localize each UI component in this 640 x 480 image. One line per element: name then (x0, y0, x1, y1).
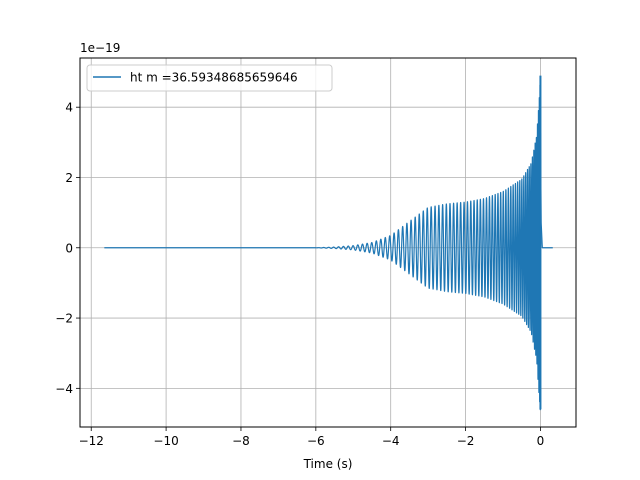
y-axis-ticks: −4 −2 0 2 4 (55, 101, 80, 396)
legend-entry-label: ht m =36.59348685659646 (130, 71, 298, 85)
legend-box (86, 64, 333, 92)
x-tick-label: −10 (153, 434, 178, 448)
y-tick-label: 0 (65, 241, 73, 255)
y-offset-label: 1e−19 (80, 41, 120, 55)
legend: ht m =36.59348685659646 (86, 64, 333, 92)
x-tick-label: 0 (537, 434, 545, 448)
y-tick-label: 2 (65, 171, 73, 185)
series-layer (103, 75, 554, 411)
x-tick-label: −8 (232, 434, 250, 448)
x-tick-label: −4 (382, 434, 400, 448)
x-tick-label: −12 (79, 434, 104, 448)
y-tick-label: −4 (55, 382, 73, 396)
y-tick-label: −2 (55, 312, 73, 326)
x-tick-label: −2 (457, 434, 475, 448)
axes-frame (79, 57, 577, 428)
series-line-ht (103, 84, 554, 411)
x-axis-ticks: −12 −10 −8 −6 −4 −2 0 (79, 427, 545, 448)
x-axis-label: Time (s) (303, 457, 353, 471)
y-tick-label: 4 (65, 101, 73, 115)
x-tick-label: −6 (307, 434, 325, 448)
